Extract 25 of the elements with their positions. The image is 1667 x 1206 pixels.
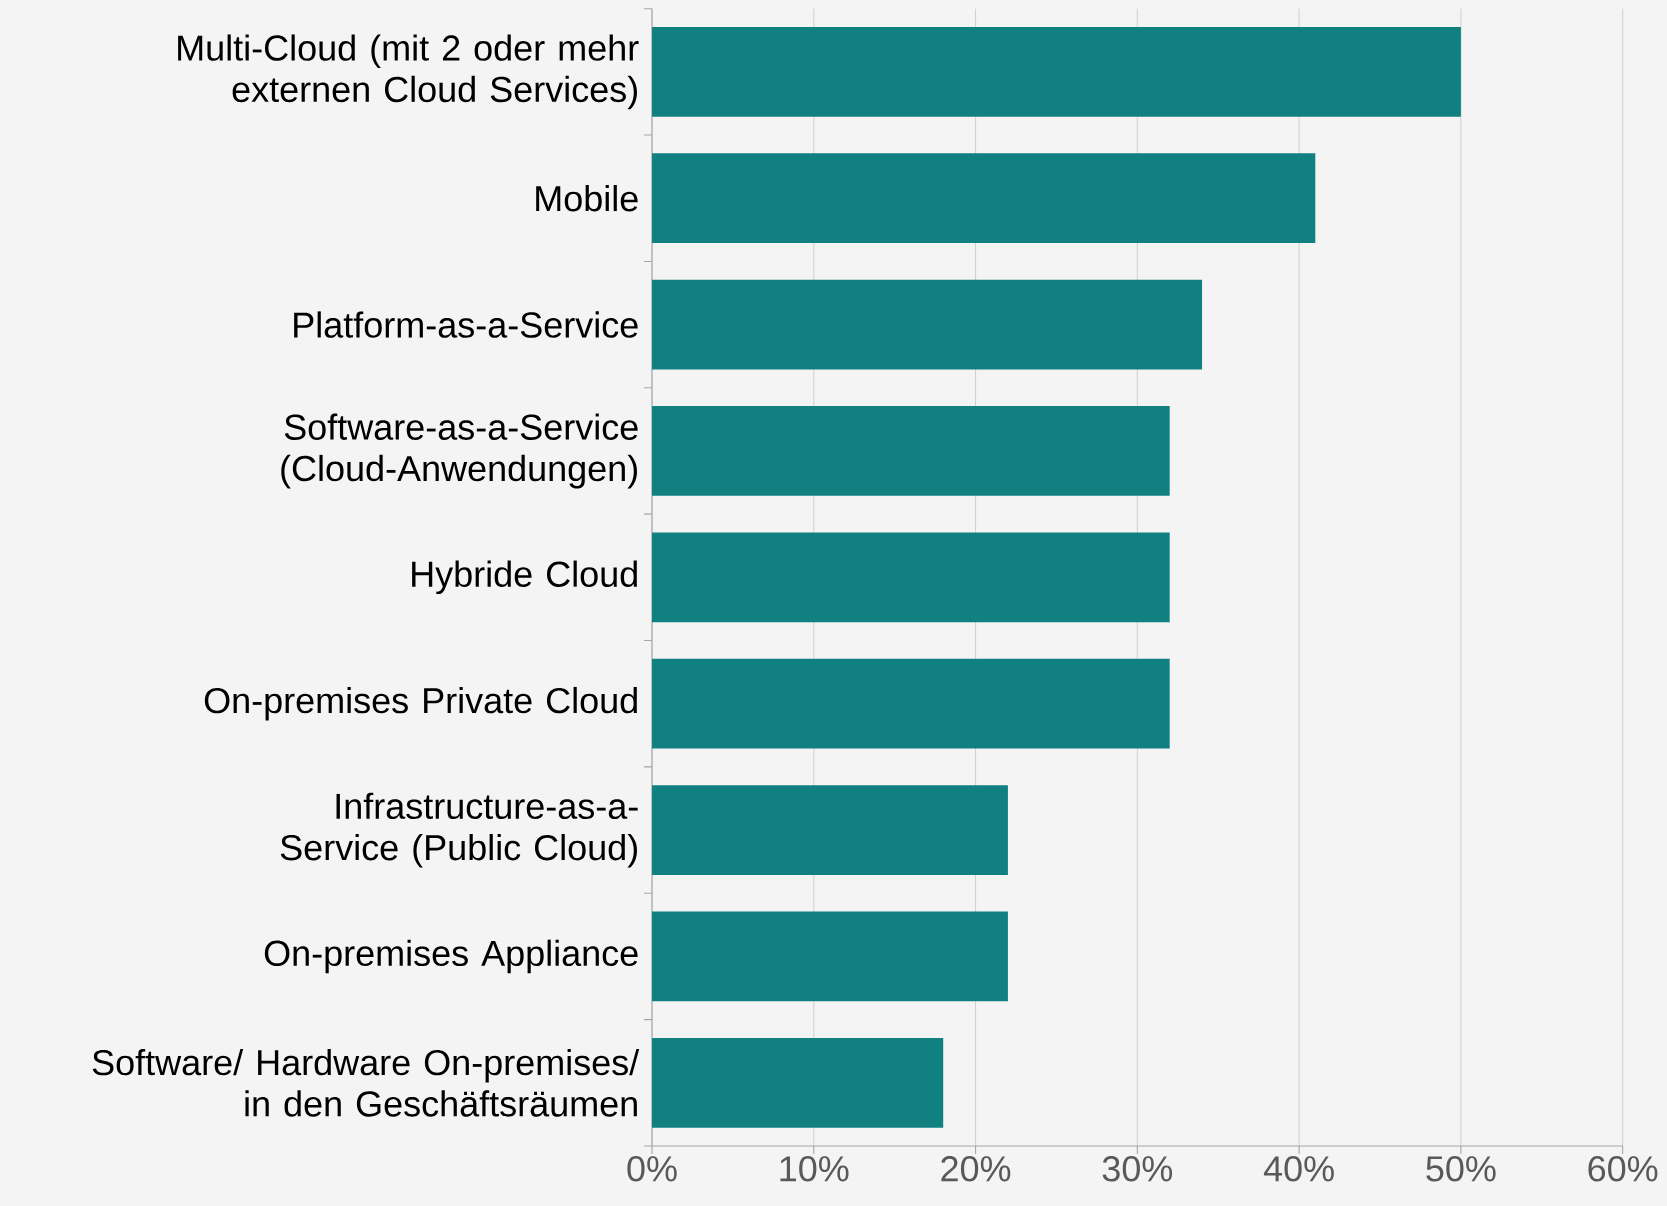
bar [652,406,1170,496]
bar [652,911,1008,1002]
bar [652,658,1170,749]
y-tick-label: On-premises Appliance [264,939,638,974]
y-tick-label: Mobile [536,185,638,212]
x-tick-label: 30% [1102,1156,1173,1182]
y-tick-label: Hybride Cloud [412,560,637,595]
bar [652,1037,944,1128]
y-tick-label: Platform-as-a-Service [294,311,638,338]
y-tick-label: Infrastructure-as-a-Service (Public Cloud) [280,792,638,868]
y-tick-label: Multi-Cloud (mit 2 oder mehr externen Cloud Services) [178,34,639,110]
bar [652,279,1203,370]
x-tick-label: 20% [941,1156,1011,1182]
bar [652,27,1461,117]
y-tick-label: Software-as-a-Service (Cloud-Anwendungen) [281,413,638,489]
x-tick-label: 0% [627,1156,677,1182]
bar [652,153,1316,244]
x-tick-label: 50% [1426,1156,1496,1182]
x-tick-label: 40% [1263,1156,1334,1182]
y-tick-label: Software/ Hardware On-premises/ in den Geschäftsräumen [92,1048,640,1117]
y-tick-label: On-premises Private Cloud [204,686,637,721]
bar [652,785,1008,875]
bar [652,532,1170,623]
x-tick-label: 10% [780,1156,849,1182]
x-tick-label: 60% [1588,1156,1658,1182]
